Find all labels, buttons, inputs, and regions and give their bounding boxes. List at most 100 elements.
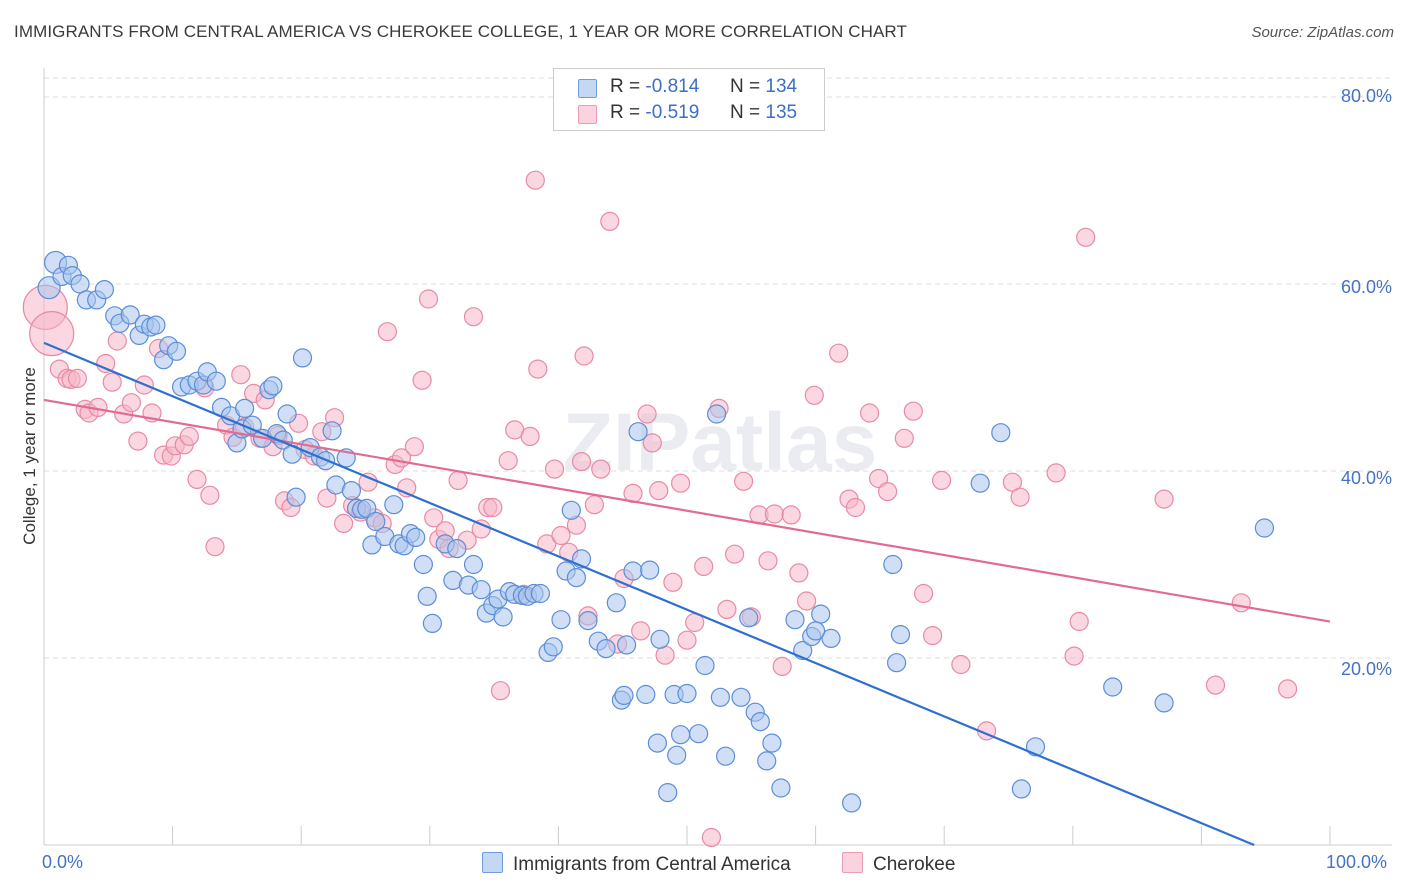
cherokee-point (571, 452, 592, 472)
cherokee-point (317, 488, 337, 508)
cherokee-point (525, 170, 545, 190)
cherokee-point (931, 470, 952, 490)
central-america-point (406, 527, 426, 548)
central-america-point (551, 610, 571, 630)
cherokee-point (404, 437, 424, 457)
cherokee-point (483, 497, 503, 518)
central-america-point (677, 683, 697, 704)
y-axis-label: College, 1 year or more (20, 367, 39, 545)
cherokee-point (894, 428, 914, 448)
central-america-point (667, 745, 687, 765)
central-america-point (731, 687, 751, 707)
central-america-points (37, 250, 1275, 813)
cherokee-point (574, 346, 594, 366)
central-america-trend-line (43, 341, 1255, 847)
bottom-legend-cherokee: Cherokee (842, 852, 955, 876)
central-america-point (322, 421, 342, 441)
central-america-point (206, 371, 226, 391)
cherokee-point (758, 551, 778, 571)
central-america-point (811, 604, 831, 624)
central-america-point (785, 610, 805, 630)
cherokee-point (829, 343, 849, 363)
central-america-point (292, 348, 313, 368)
central-america-point (650, 629, 670, 649)
central-america-point (530, 583, 551, 604)
cherokee-point (789, 563, 809, 583)
central-america-point (1103, 677, 1123, 697)
cherokee-point (701, 827, 722, 848)
legend-n-label: N = (730, 102, 761, 123)
legend-n-value: 135 (765, 102, 798, 123)
cherokee-point (1002, 472, 1023, 492)
central-america-point (710, 687, 731, 707)
central-america-point (235, 398, 255, 418)
cherokee-point (96, 353, 116, 374)
central-america-point (366, 511, 386, 532)
cherokee-point (424, 508, 444, 528)
central-america-point (263, 376, 283, 396)
cherokee-point (551, 525, 571, 546)
x-tick-label-max: 100.0% (1326, 852, 1388, 872)
bottom-legend-swatch-blue (482, 852, 503, 873)
cherokee-point (1205, 675, 1226, 695)
cherokee-point (804, 385, 824, 405)
central-america-point (970, 473, 990, 493)
central-america-point (566, 567, 587, 588)
central-america-point (841, 793, 862, 813)
cherokee-point (922, 625, 943, 646)
cherokee-point (649, 481, 669, 501)
central-america-point (1154, 693, 1174, 713)
cherokee-point (724, 544, 745, 564)
central-america-point (166, 341, 187, 361)
correlation-legend: R = -0.814 N = 134 R = -0.519 N = 135 (553, 68, 825, 131)
cherokee-point (412, 370, 432, 390)
cherokee-point (764, 504, 785, 524)
central-america-point (422, 613, 442, 634)
cherokee-point (528, 359, 548, 379)
legend-row-cherokee: R = -0.519 N = 135 (554, 101, 824, 127)
central-america-point (413, 554, 433, 575)
source-credit: Source: ZipAtlas.com (1251, 24, 1394, 41)
cherokee-point (877, 482, 898, 502)
cherokee-point (520, 426, 540, 446)
central-america-point (771, 778, 791, 798)
cherokee-point (670, 473, 691, 493)
cherokee-point (490, 681, 511, 701)
cherokee-point (591, 459, 611, 479)
central-america-point (578, 610, 598, 631)
central-america-point (623, 561, 643, 581)
central-america-point (493, 607, 513, 627)
cherokee-point (418, 289, 439, 309)
axes (43, 68, 1392, 846)
central-america-point (658, 782, 678, 803)
central-america-point (640, 560, 660, 580)
central-america-point (277, 404, 297, 424)
central-america-point (706, 404, 727, 424)
cherokee-point (179, 426, 199, 446)
legend-row-central-america: R = -0.814 N = 134 (554, 75, 824, 101)
cherokee-point (655, 645, 675, 665)
cherokee-point (107, 331, 127, 351)
cherokee-point (845, 497, 866, 518)
central-america-point (890, 624, 911, 645)
central-america-point (695, 655, 715, 676)
cherokee-point (1046, 463, 1066, 483)
cherokee-point (377, 322, 397, 342)
cherokee-point (637, 404, 657, 424)
legend-n-label: N = (730, 76, 761, 97)
cherokee-point (584, 495, 605, 515)
cherokee-point (29, 311, 75, 357)
cherokee-point (187, 469, 207, 489)
central-america-point (628, 422, 648, 442)
legend-r-label: R = (610, 76, 641, 97)
cherokee-point (663, 572, 683, 592)
central-america-point (991, 423, 1011, 443)
bottom-legend-central-america: Immigrants from Central America (482, 852, 791, 876)
cherokee-point (1069, 611, 1089, 632)
central-america-point (757, 751, 777, 771)
cherokee-point (772, 656, 792, 677)
cherokee-point (859, 403, 880, 423)
legend-r-label: R = (610, 102, 641, 123)
cherokee-point (537, 534, 557, 554)
central-america-point (543, 637, 563, 657)
